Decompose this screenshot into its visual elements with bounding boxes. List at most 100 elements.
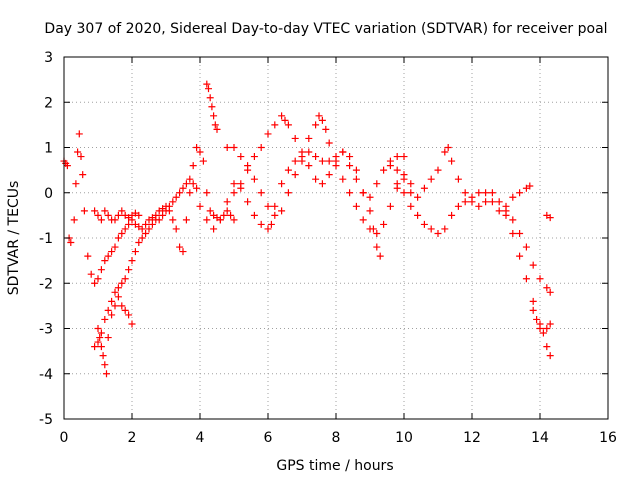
data-point [155, 216, 163, 224]
data-point [128, 320, 136, 328]
data-point [72, 180, 80, 188]
data-point [376, 252, 384, 260]
data-point [461, 189, 469, 197]
data-point [482, 198, 490, 206]
chart-title: Day 307 of 2020, Sidereal Day-to-day VTE… [44, 21, 607, 37]
data-point [461, 198, 469, 206]
data-point [189, 162, 197, 170]
data-point [125, 311, 133, 319]
data-point [63, 162, 71, 170]
data-point [291, 157, 299, 165]
data-point [448, 157, 456, 165]
data-point [142, 229, 150, 237]
data-point [325, 139, 333, 147]
data-point [135, 239, 143, 247]
series-track-a [60, 130, 238, 287]
data-point [312, 175, 320, 183]
data-point [522, 275, 530, 283]
grid [64, 57, 608, 419]
y-tick-label: 3 [44, 50, 53, 66]
y-tick-label: 2 [44, 95, 53, 111]
data-point [67, 239, 75, 247]
data-point [257, 189, 265, 197]
data-point [257, 144, 265, 151]
data-point [206, 207, 214, 215]
data-point [400, 153, 408, 161]
data-point [543, 325, 551, 332]
data-point [94, 325, 102, 332]
series-track-k [502, 207, 554, 296]
data-point [213, 125, 221, 133]
data-point [80, 207, 88, 215]
data-marks [60, 80, 554, 378]
data-point [400, 175, 408, 183]
data-point [179, 248, 187, 256]
data-point [546, 214, 554, 222]
data-point [482, 189, 490, 197]
data-point [230, 189, 238, 197]
data-point [366, 193, 374, 201]
data-point [441, 148, 449, 156]
data-point [108, 297, 116, 305]
data-point [223, 207, 231, 215]
data-point [369, 225, 377, 233]
data-point [529, 261, 537, 269]
series-track-d [91, 207, 143, 224]
data-point [533, 315, 541, 323]
data-point [203, 80, 211, 88]
data-point [315, 112, 323, 120]
y-tick-label: -5 [39, 412, 53, 428]
data-point [318, 157, 326, 165]
data-point [322, 125, 330, 133]
data-point [97, 266, 105, 274]
data-point [205, 85, 212, 93]
y-tick-label: 0 [44, 186, 53, 202]
data-point [179, 184, 187, 192]
data-point [91, 207, 99, 215]
data-point [305, 162, 313, 170]
data-point [284, 121, 292, 129]
data-point [101, 207, 109, 215]
data-point [284, 189, 292, 197]
data-point [312, 153, 320, 161]
data-point [414, 211, 422, 219]
data-point [103, 370, 110, 378]
x-tick-label: 14 [531, 430, 549, 446]
data-point [159, 211, 167, 219]
data-point [386, 202, 394, 210]
data-point [244, 162, 252, 170]
data-point [172, 225, 180, 233]
data-point [96, 334, 104, 342]
data-point [104, 252, 112, 260]
y-tick-label: -1 [39, 231, 53, 247]
series-track-h [230, 148, 384, 260]
data-point [318, 180, 326, 188]
data-point [407, 189, 415, 197]
data-point [118, 207, 126, 215]
data-point [87, 270, 95, 278]
series-track-l [529, 306, 554, 337]
data-point [176, 189, 184, 197]
data-point [278, 207, 286, 215]
data-point [393, 153, 401, 161]
data-point [352, 166, 360, 174]
data-point [448, 211, 456, 219]
data-point [536, 325, 544, 332]
data-point [77, 153, 85, 161]
data-point [305, 148, 313, 156]
data-point [373, 180, 381, 188]
data-point [305, 134, 313, 142]
series-track-g [223, 144, 408, 219]
data-point [208, 103, 216, 111]
data-point [193, 184, 201, 192]
data-point [475, 202, 483, 210]
data-point [230, 216, 238, 224]
data-point [211, 121, 219, 129]
data-point [125, 266, 133, 274]
data-point [468, 198, 476, 206]
data-point [118, 229, 126, 237]
data-point [111, 216, 119, 224]
data-point [267, 220, 275, 228]
data-point [75, 130, 83, 138]
